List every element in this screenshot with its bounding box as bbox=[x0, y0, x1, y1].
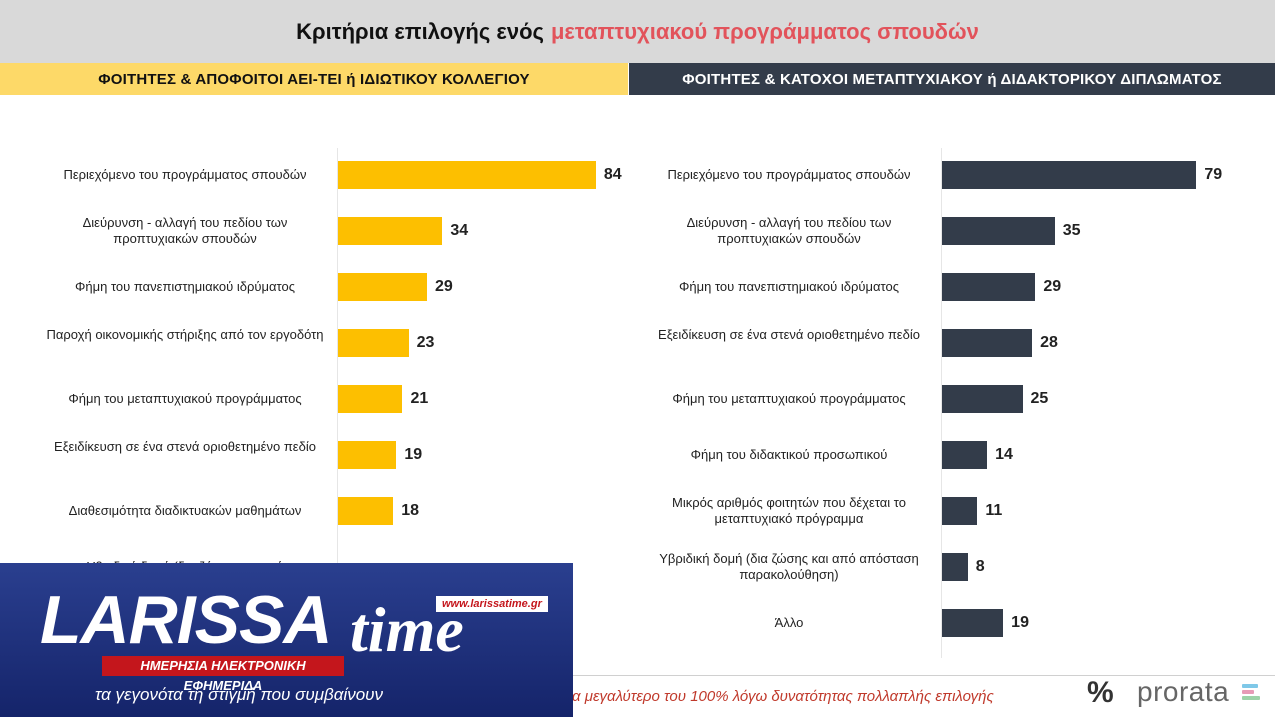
bar bbox=[338, 497, 394, 525]
category-label: Φήμη του μεταπτυχιακού προγράμματος bbox=[672, 391, 906, 406]
category-label: Παροχή οικονομικής στήριξης από τον εργο… bbox=[46, 327, 324, 342]
category-label: Φήμη του πανεπιστημιακού ιδρύματος bbox=[75, 279, 295, 294]
category-label: Περιεχόμενο του προγράμματος σπουδών bbox=[667, 167, 911, 182]
value-label: 23 bbox=[416, 334, 435, 351]
bar bbox=[942, 217, 1055, 245]
brand-mark-icon bbox=[1242, 684, 1262, 708]
category-label: Φήμη του διδακτικού προσωπικού bbox=[690, 447, 888, 462]
bar bbox=[338, 161, 596, 189]
bar bbox=[942, 609, 1004, 637]
bar bbox=[338, 385, 403, 413]
value-label: 29 bbox=[1043, 278, 1062, 295]
bar bbox=[942, 161, 1197, 189]
value-label: 79 bbox=[1204, 166, 1223, 183]
bar bbox=[338, 329, 409, 357]
bar bbox=[338, 273, 428, 301]
brand-mark-stripe bbox=[1242, 696, 1260, 700]
page-title: Κριτήρια επιλογής ενός μεταπτυχιακού προ… bbox=[0, 0, 1275, 63]
larissatime-overlay[interactable]: LARISSA time www.larissatime.gr ΗΜΕΡΗΣΙΑ… bbox=[0, 563, 573, 717]
bar bbox=[942, 273, 1036, 301]
value-label: 28 bbox=[1040, 334, 1058, 351]
left-panel-header: ΦΟΙΤΗΤΕΣ & ΑΠΟΦΟΙΤΟΙ ΑΕΙ-ΤΕΙ ή ΙΔΙΩΤΙΚΟΥ… bbox=[0, 63, 628, 95]
bar bbox=[942, 497, 978, 525]
value-label: 14 bbox=[995, 446, 1013, 463]
title-main: Κριτήρια επιλογής ενός bbox=[296, 18, 544, 44]
category-label: Διεύρυνση - αλλαγή του πεδίου των προπτυ… bbox=[82, 215, 288, 246]
bar bbox=[942, 441, 988, 469]
value-label: 21 bbox=[410, 390, 429, 407]
bar bbox=[942, 329, 1033, 357]
category-label: Μικρός αριθμός φοιτητών που δέχεται το μ… bbox=[671, 495, 906, 526]
value-label: 29 bbox=[435, 278, 453, 295]
brand-mark-stripe bbox=[1242, 684, 1258, 688]
value-label: 8 bbox=[975, 558, 985, 575]
value-label: 84 bbox=[603, 166, 622, 183]
value-label: 18 bbox=[401, 502, 420, 519]
category-label: Υβριδική δομή (δια ζώσης και από απόστασ… bbox=[659, 551, 919, 582]
category-label: Εξειδίκευση σε ένα στενά οριοθετημένο πε… bbox=[54, 439, 316, 454]
value-label: 25 bbox=[1030, 390, 1049, 407]
value-label: 34 bbox=[450, 222, 469, 239]
value-label: 19 bbox=[1011, 614, 1029, 631]
footer-divider bbox=[560, 675, 1275, 676]
category-label: Διαθεσιμότητα διαδικτυακών μαθημάτων bbox=[68, 503, 302, 518]
right-panel-header: ΦΟΙΤΗΤΕΣ & ΚΑΤΟΧΟΙ ΜΕΤΑΠΤΥΧΙΑΚΟΥ ή ΔΙΔΑΚ… bbox=[629, 63, 1275, 95]
brand-mark-stripe bbox=[1242, 690, 1254, 694]
category-label: Περιεχόμενο του προγράμματος σπουδών bbox=[63, 167, 307, 182]
value-label: 11 bbox=[985, 502, 1003, 519]
category-label: Φήμη του πανεπιστημιακού ιδρύματος bbox=[679, 279, 899, 294]
value-label: 19 bbox=[404, 446, 423, 463]
bar bbox=[338, 217, 443, 245]
value-label: 35 bbox=[1062, 222, 1081, 239]
overlay-tagline: τα γεγονότα τη στιγμή που συμβαίνουν bbox=[95, 685, 384, 704]
overlay-subtitle: ΗΜΕΡΗΣΙΑ ΗΛΕΚΤΡΟΝΙΚΗ ΕΦΗΜΕΡΙΔΑ bbox=[102, 656, 344, 693]
overlay-site-url[interactable]: www.larissatime.gr bbox=[436, 596, 548, 612]
right-chart-axis bbox=[941, 148, 942, 658]
left-chart-axis bbox=[337, 148, 338, 658]
brand-name: prorata bbox=[1137, 676, 1230, 707]
bar bbox=[942, 385, 1023, 413]
category-label: Φήμη του μεταπτυχιακού προγράμματος bbox=[68, 391, 302, 406]
overlay-logo-main: LARISSA bbox=[40, 582, 332, 658]
bar bbox=[942, 553, 968, 581]
category-label: Άλλο bbox=[774, 615, 804, 630]
percent-icon: % bbox=[1087, 676, 1114, 709]
bar bbox=[338, 441, 397, 469]
title-accent: μεταπτυχιακού προγράμματος σπουδών bbox=[550, 18, 979, 44]
category-label: Εξειδίκευση σε ένα στενά οριοθετημένο πε… bbox=[658, 327, 920, 342]
footnote: α μεγαλύτερο του 100% λόγω δυνατότητας π… bbox=[572, 688, 994, 705]
left-bar-chart: Περιεχόμενο του προγράμματος σπουδών 84 Δι… bbox=[0, 100, 630, 670]
right-bar-chart: Περιεχόμενο του προγράμματος σπουδών 79 Δι… bbox=[630, 100, 1275, 670]
category-label: Διεύρυνση - αλλαγή του πεδίου των προπτυ… bbox=[686, 215, 892, 246]
